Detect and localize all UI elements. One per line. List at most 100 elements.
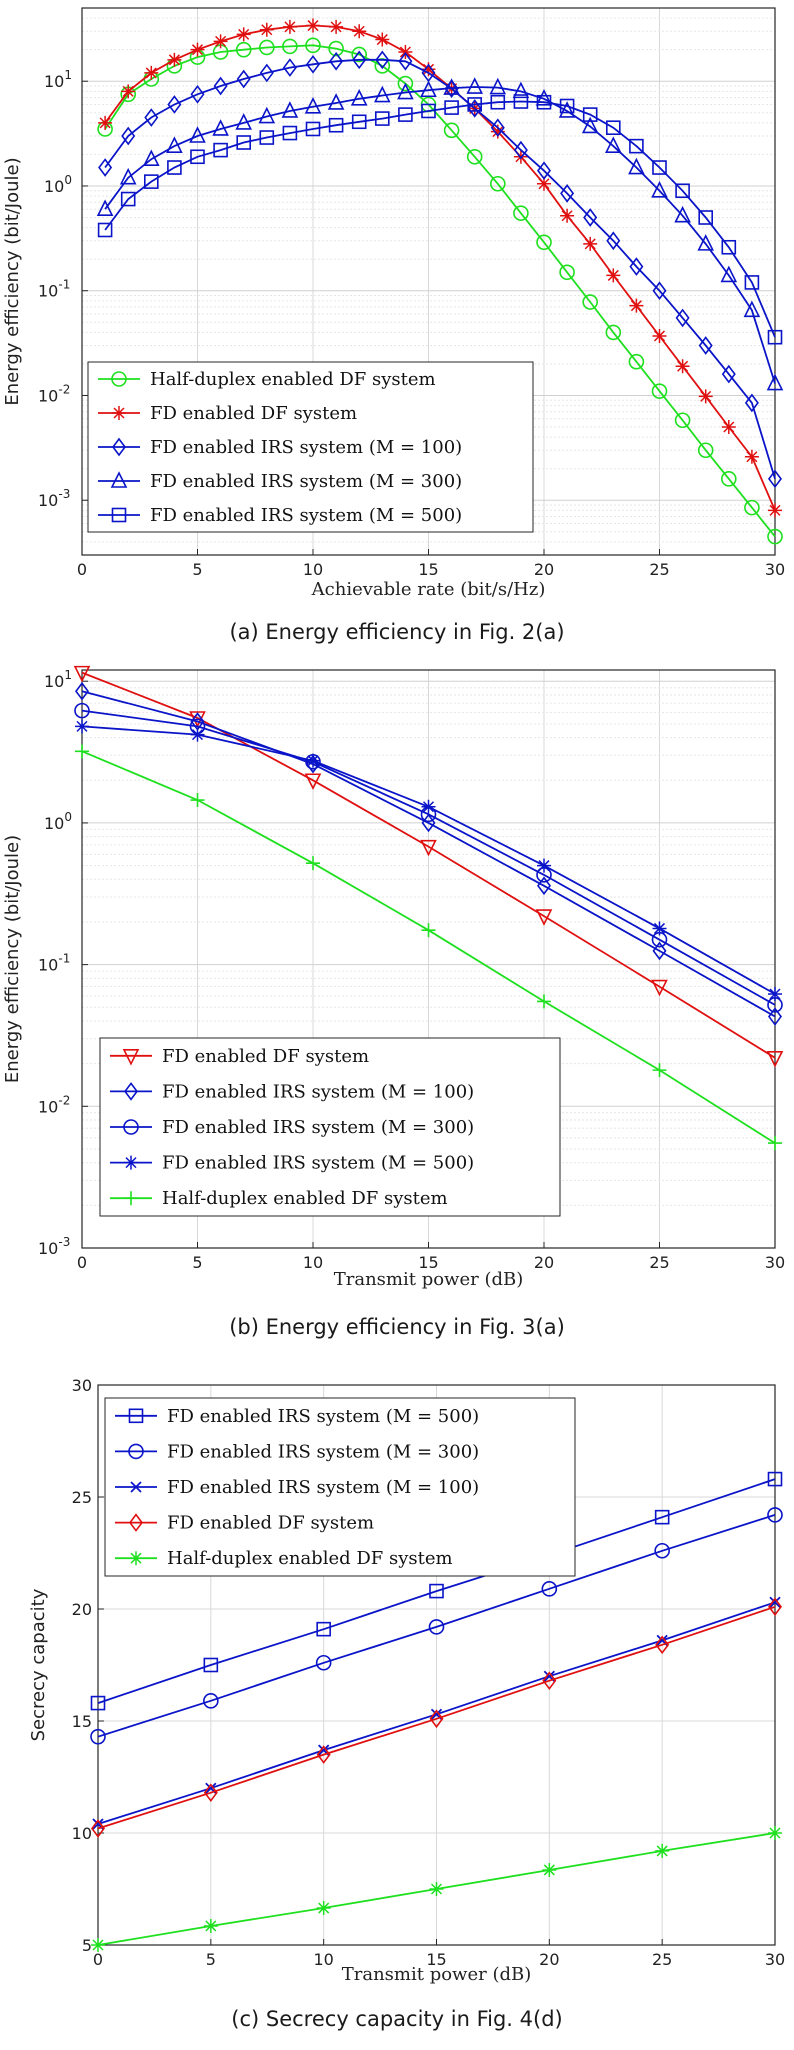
legend-box (87, 361, 534, 533)
data-point (421, 923, 436, 938)
data-point (98, 115, 113, 130)
data-point (98, 158, 113, 177)
x-axis: 0 5 10 15 20 25 30 (93, 1939, 785, 1969)
data-point (652, 160, 667, 175)
data-point (537, 161, 551, 180)
data-point (236, 69, 251, 89)
legend-label: FD enabled IRS system (M = 100) (150, 437, 462, 458)
data-point (768, 1007, 782, 1026)
legend-box (99, 1037, 561, 1217)
y-axis: 5 10 15 20 25 30 (72, 1376, 104, 1955)
series-5 (91, 1826, 782, 1952)
legend: FD enabled IRS system (M = 500) FD enable… (104, 1397, 576, 1577)
data-point (655, 1843, 670, 1858)
data-point (536, 94, 552, 110)
data-point (421, 62, 436, 77)
data-point (236, 27, 251, 42)
legend-label: FD enabled IRS system (M = 500) (162, 1153, 474, 1174)
data-point (652, 941, 667, 961)
data-point (144, 174, 159, 189)
data-point (236, 135, 251, 150)
data-point (282, 58, 297, 77)
data-point (605, 120, 621, 135)
data-point (203, 1657, 219, 1673)
series-line (81, 690, 776, 1018)
data-point (144, 108, 159, 127)
data-point (91, 1819, 105, 1838)
x-axis-label: Transmit power (dB) (342, 1964, 532, 1985)
series-5 (97, 94, 783, 345)
data-point (121, 84, 136, 99)
legend-label: FD enabled IRS system (M = 500) (150, 505, 462, 526)
data-point (766, 373, 784, 391)
legend: FD enabled DF system FD enabled IRS syste… (99, 1037, 561, 1217)
data-point (189, 126, 206, 143)
series-line (97, 1478, 776, 1704)
data-point (203, 1918, 218, 1933)
data-point (489, 77, 507, 95)
data-point (421, 103, 436, 119)
series-line (81, 671, 776, 1059)
legend-label: FD enabled DF system (167, 1513, 374, 1534)
x-tick-label: 10 (303, 1253, 323, 1272)
data-point (306, 856, 320, 871)
data-point (328, 40, 344, 57)
data-point (398, 51, 413, 71)
data-point (768, 987, 782, 1002)
data-point (282, 125, 298, 141)
y-tick-label: 10 (72, 1824, 92, 1843)
legend-marker (128, 1443, 144, 1460)
x-tick-label: 0 (93, 1950, 103, 1969)
y-tick-label: 10-1 (38, 278, 70, 301)
legend: Half-duplex enabled DF system FD enabled … (87, 361, 534, 533)
data-point (90, 1728, 106, 1745)
data-point (541, 1581, 558, 1597)
data-point (606, 231, 621, 251)
data-point (768, 1136, 782, 1151)
data-point (167, 160, 182, 175)
data-point (75, 744, 89, 759)
legend-label: Half-duplex enabled DF system (150, 369, 436, 390)
series-2 (98, 18, 782, 518)
panel-b: 0 5 10 15 20 25 30 10-3 10-2 10-1 100 101 Transmit p… (0, 660, 794, 1360)
data-point (535, 88, 553, 106)
caption-c: (c) Secrecy capacity in Fig. 4(d) (231, 2007, 563, 2031)
legend-marker (128, 1408, 144, 1424)
legend-label: FD enabled IRS system (M = 100) (162, 1081, 474, 1102)
data-point (466, 77, 483, 94)
data-point (444, 79, 459, 98)
data-point (167, 52, 182, 67)
data-point (75, 719, 89, 734)
data-point (513, 140, 528, 160)
data-point (420, 80, 437, 98)
x-tick-label: 25 (649, 560, 669, 579)
legend-label: FD enabled DF system (162, 1046, 369, 1067)
data-point (651, 979, 668, 997)
legend-item: FD enabled DF system (98, 403, 357, 424)
data-point (767, 1471, 783, 1487)
data-point (203, 1783, 218, 1803)
legend-label: FD enabled IRS system (M = 500) (167, 1406, 479, 1427)
y-tick-exponent: -2 (58, 382, 70, 396)
data-point (304, 773, 322, 791)
legend-marker (124, 1155, 138, 1170)
data-point (96, 199, 114, 217)
legend-label: FD enabled IRS system (M = 300) (162, 1117, 474, 1138)
data-point (90, 1695, 106, 1711)
data-point (258, 106, 276, 124)
data-point (489, 175, 506, 192)
data-point (629, 257, 644, 276)
data-point (350, 88, 368, 106)
data-point (351, 46, 368, 63)
data-point (698, 389, 713, 404)
data-point (558, 101, 576, 118)
data-point (73, 665, 91, 683)
data-point (91, 1938, 105, 1952)
data-point (768, 1597, 782, 1617)
legend-label: FD enabled IRS system (M = 300) (167, 1441, 479, 1462)
legend-marker (129, 1551, 143, 1566)
data-point (513, 94, 529, 109)
data-point (375, 32, 390, 47)
data-point (375, 50, 390, 70)
